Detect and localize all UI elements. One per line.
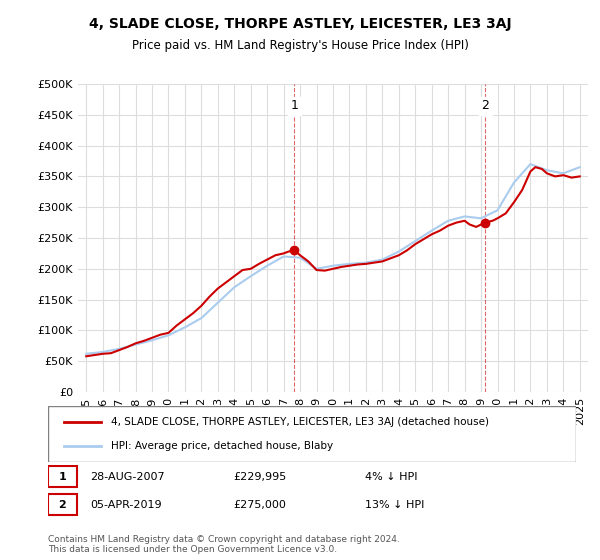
Text: 4, SLADE CLOSE, THORPE ASTLEY, LEICESTER, LE3 3AJ (detached house): 4, SLADE CLOSE, THORPE ASTLEY, LEICESTER… (112, 417, 490, 427)
Text: Contains HM Land Registry data © Crown copyright and database right 2024.
This d: Contains HM Land Registry data © Crown c… (48, 535, 400, 554)
Text: 2: 2 (58, 500, 66, 510)
Text: 1: 1 (290, 99, 298, 112)
Text: £275,000: £275,000 (233, 500, 286, 510)
FancyBboxPatch shape (48, 466, 77, 487)
Text: HPI: Average price, detached house, Blaby: HPI: Average price, detached house, Blab… (112, 441, 334, 451)
Text: Price paid vs. HM Land Registry's House Price Index (HPI): Price paid vs. HM Land Registry's House … (131, 39, 469, 52)
Text: 4, SLADE CLOSE, THORPE ASTLEY, LEICESTER, LE3 3AJ: 4, SLADE CLOSE, THORPE ASTLEY, LEICESTER… (89, 17, 511, 31)
Text: 1: 1 (58, 472, 66, 482)
Text: 28-AUG-2007: 28-AUG-2007 (90, 472, 165, 482)
Text: 05-APR-2019: 05-APR-2019 (90, 500, 162, 510)
FancyBboxPatch shape (48, 494, 77, 515)
Text: 4% ↓ HPI: 4% ↓ HPI (365, 472, 418, 482)
FancyBboxPatch shape (48, 406, 576, 462)
Text: 2: 2 (481, 99, 489, 112)
Text: £229,995: £229,995 (233, 472, 286, 482)
Text: 13% ↓ HPI: 13% ↓ HPI (365, 500, 424, 510)
